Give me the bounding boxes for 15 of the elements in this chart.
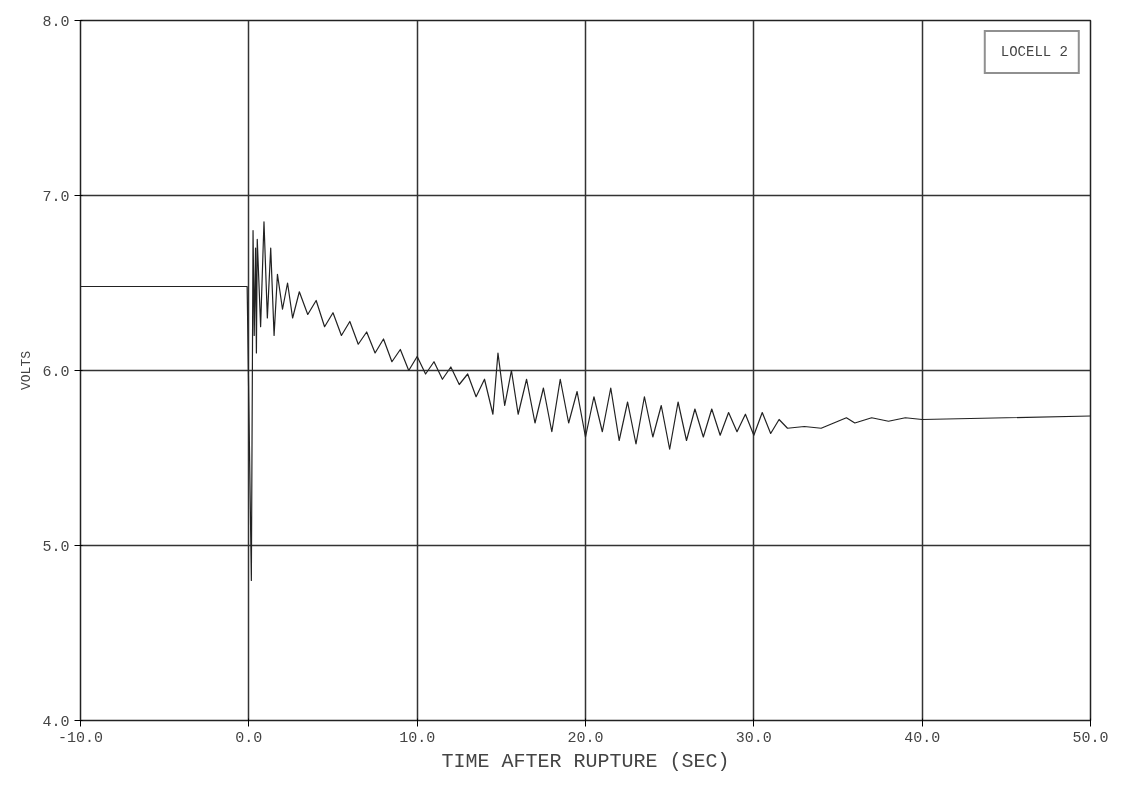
y-tick-label: 7.0 — [42, 188, 70, 206]
y-tick-label: 4.0 — [42, 713, 70, 731]
x-tick-label: 0.0 — [235, 729, 263, 747]
y-tick-label: 5.0 — [42, 538, 70, 556]
x-tick-label: 50.0 — [1072, 729, 1109, 747]
y-tick-label: 6.0 — [42, 363, 70, 381]
x-axis-title: TIME AFTER RUPTURE (SEC) — [441, 749, 730, 773]
x-tick-label: -10.0 — [58, 729, 104, 747]
x-tick-label: 10.0 — [399, 729, 436, 747]
x-tick-label: 20.0 — [567, 729, 604, 747]
y-tick-label: 8.0 — [42, 13, 70, 31]
x-tick-label: 40.0 — [904, 729, 941, 747]
text: LOCELL 2 — [1000, 44, 1068, 60]
x-tick-label: 30.0 — [735, 729, 772, 747]
y-axis-title: VOLTS — [19, 350, 35, 390]
